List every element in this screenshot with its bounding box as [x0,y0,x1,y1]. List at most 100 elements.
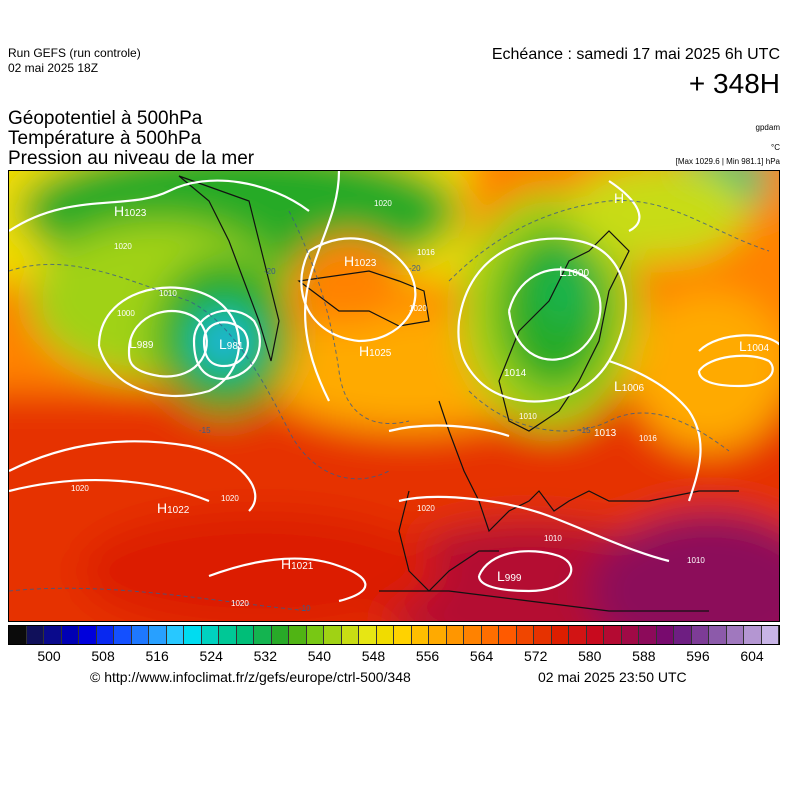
colorbar [8,625,780,645]
source-url: © http://www.infoclimat.fr/z/gefs/europe… [90,669,411,685]
low-pressure-center: 1013 [594,428,617,439]
isobar-label: 1020 [71,484,89,493]
colorbar-tick-label: 604 [740,648,764,664]
colorbar-tick-label: 556 [415,648,440,664]
isobar-label: 1020 [374,199,392,208]
colorbar-swatch [9,626,27,644]
pressure-max-min: [Max 1029.6 | Min 981.1] hPa [675,157,780,166]
colorbar-swatch [516,626,534,644]
colorbar-swatch [534,626,552,644]
isobar-label: 1020 [409,304,427,313]
colorbar-swatch [394,626,412,644]
colorbar-tick-label: 500 [37,648,61,664]
colorbar-swatch [481,626,499,644]
forecast-hour: + 348H [688,68,780,99]
colorbar-swatch [201,626,219,644]
colorbar-swatch [114,626,132,644]
colorbar-tick-label: 596 [686,648,710,664]
colorbar-swatch [166,626,184,644]
variable-temperature: Température à 500hPa [8,128,202,149]
isotherm-label: -15 [579,426,591,435]
variable-slp: Pression au niveau de la mer [8,148,255,169]
map-canvas: H1023 H1023 H1025 L989 L981 H1022 H1021 … [9,171,779,621]
colorbar-swatch [674,626,692,644]
colorbar-swatch [341,626,359,644]
colorbar-tick-label: 564 [469,648,494,664]
isobar-label: 1010 [544,534,562,543]
forecast-valid-time: Echéance : samedi 17 mai 2025 6h UTC [491,46,780,63]
colorbar-tick-label: 516 [145,648,169,664]
isobar-label: 1010 [687,556,705,565]
run-date: 02 mai 2025 18Z [8,61,99,75]
geopotential-field [9,171,779,621]
isobar-label: 1020 [231,599,249,608]
run-name: Run GEFS (run controle) [8,46,141,60]
colorbar-swatch [744,626,762,644]
colorbar-swatch [551,626,569,644]
colorbar-swatch [61,626,79,644]
colorbar-swatch [429,626,447,644]
colorbar-tick-label: 524 [199,648,223,664]
colorbar-tick-label: 548 [361,648,386,664]
colorbar-swatch [359,626,377,644]
isobar-label: 1016 [417,248,435,257]
colorbar-swatch [306,626,324,644]
generated-timestamp: 02 mai 2025 23:50 UTC [538,669,687,685]
colorbar-swatch [376,626,394,644]
isobar-values: 1020 1010 1000 1020 1016 1020 1020 1020 … [71,199,705,608]
isobar-label: 1016 [639,434,657,443]
colorbar-swatch [79,626,97,644]
colorbar-tick-label: 588 [632,648,656,664]
colorbar-swatch [604,626,622,644]
isobar-label: 1020 [114,242,132,251]
colorbar-swatch [691,626,709,644]
high-pressure-center: H [614,190,624,206]
low-pressure-center: 1014 [504,368,527,379]
isotherm-label: -20 [264,267,276,276]
colorbar-tick-label: 580 [578,648,602,664]
colorbar-swatch [26,626,44,644]
variable-geopotential: Géopotentiel à 500hPa [8,108,203,129]
unit-celsius: °C [771,143,780,152]
coastlines [178,175,739,612]
colorbar-swatch [621,626,639,644]
colorbar-swatch [219,626,237,644]
colorbar-swatch [709,626,727,644]
colorbar-swatch [96,626,114,644]
isotherm-label: -10 [299,604,311,613]
temperature-values: -20 -15 -10 -20 -15 [199,264,591,613]
colorbar-swatch [639,626,657,644]
colorbar-swatch [149,626,167,644]
isobar-label: 1020 [221,494,239,503]
colorbar-swatch [184,626,202,644]
colorbar-swatch [446,626,464,644]
unit-gpdam: gpdam [755,123,780,132]
colorbar-swatch [289,626,307,644]
colorbar-ticks: 500 508 516 524 532 540 548 556 564 572 580 588 596 6… [8,648,780,666]
colorbar-swatch [761,626,779,644]
colorbar-tick-label: 508 [91,648,115,664]
colorbar-swatch [44,626,62,644]
colorbar-tick-label: 572 [524,648,548,664]
isotherm-label: -15 [199,426,211,435]
colorbar-swatch [236,626,254,644]
colorbar-swatch [271,626,289,644]
colorbar-tick-label: 540 [307,648,332,664]
colorbar-swatch [656,626,674,644]
colorbar-swatch [499,626,517,644]
weather-map: H1023 H1023 H1025 L989 L981 H1022 H1021 … [8,170,780,622]
colorbar-swatch [586,626,604,644]
isobar-label: 1010 [519,412,537,421]
colorbar-swatch [411,626,429,644]
colorbar-swatch [569,626,587,644]
isobars [9,171,779,603]
colorbar-swatch [131,626,149,644]
isotherm-label: -20 [409,264,421,273]
colorbar-swatch [324,626,342,644]
isobar-label: 1020 [417,504,435,513]
isobar-label: 1000 [117,309,135,318]
colorbar-swatch [726,626,744,644]
temperature-isotherms [9,200,770,612]
isobar-label: 1010 [159,289,177,298]
colorbar-tick-label: 532 [253,648,277,664]
